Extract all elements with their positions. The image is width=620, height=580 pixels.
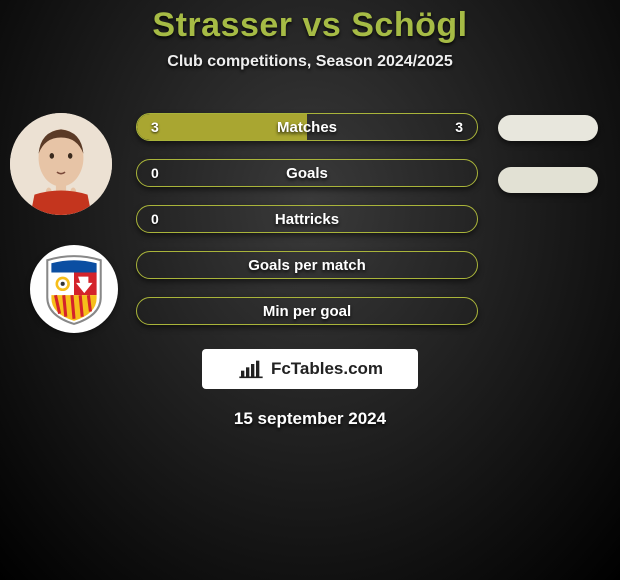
bar-label: Goals per match — [137, 252, 477, 278]
stat-bar-min-per-goal: Min per goal — [136, 297, 478, 325]
stat-bar-hattricks: 0Hattricks — [136, 205, 478, 233]
opponent-club-pill — [498, 167, 598, 193]
chart-icon — [237, 359, 265, 379]
stat-bar-goals: 0Goals — [136, 159, 478, 187]
brand-badge[interactable]: FcTables.com — [202, 349, 418, 389]
brand-label: FcTables.com — [271, 359, 383, 379]
player-avatar — [10, 113, 112, 215]
bar-label: Matches — [137, 114, 477, 140]
stat-bars: 33Matches 0Goals 0Hattricks Goals per match… — [136, 113, 478, 325]
club-badge — [30, 245, 118, 333]
comparison-body: 33Matches 0Goals 0Hattricks Goals per match… — [0, 113, 620, 325]
stat-bar-matches: 33Matches — [136, 113, 478, 141]
comparison-card: Strasser vs Schögl Club competitions, Se… — [0, 0, 620, 429]
opponent-player-pill — [498, 115, 598, 141]
subtitle: Club competitions, Season 2024/2025 — [0, 53, 620, 71]
bar-label: Min per goal — [137, 298, 477, 324]
bar-label: Hattricks — [137, 206, 477, 232]
bar-label: Goals — [137, 160, 477, 186]
stat-bar-goals-per-match: Goals per match — [136, 251, 478, 279]
page-title: Strasser vs Schögl — [0, 6, 620, 45]
date-label: 15 september 2024 — [0, 409, 620, 429]
